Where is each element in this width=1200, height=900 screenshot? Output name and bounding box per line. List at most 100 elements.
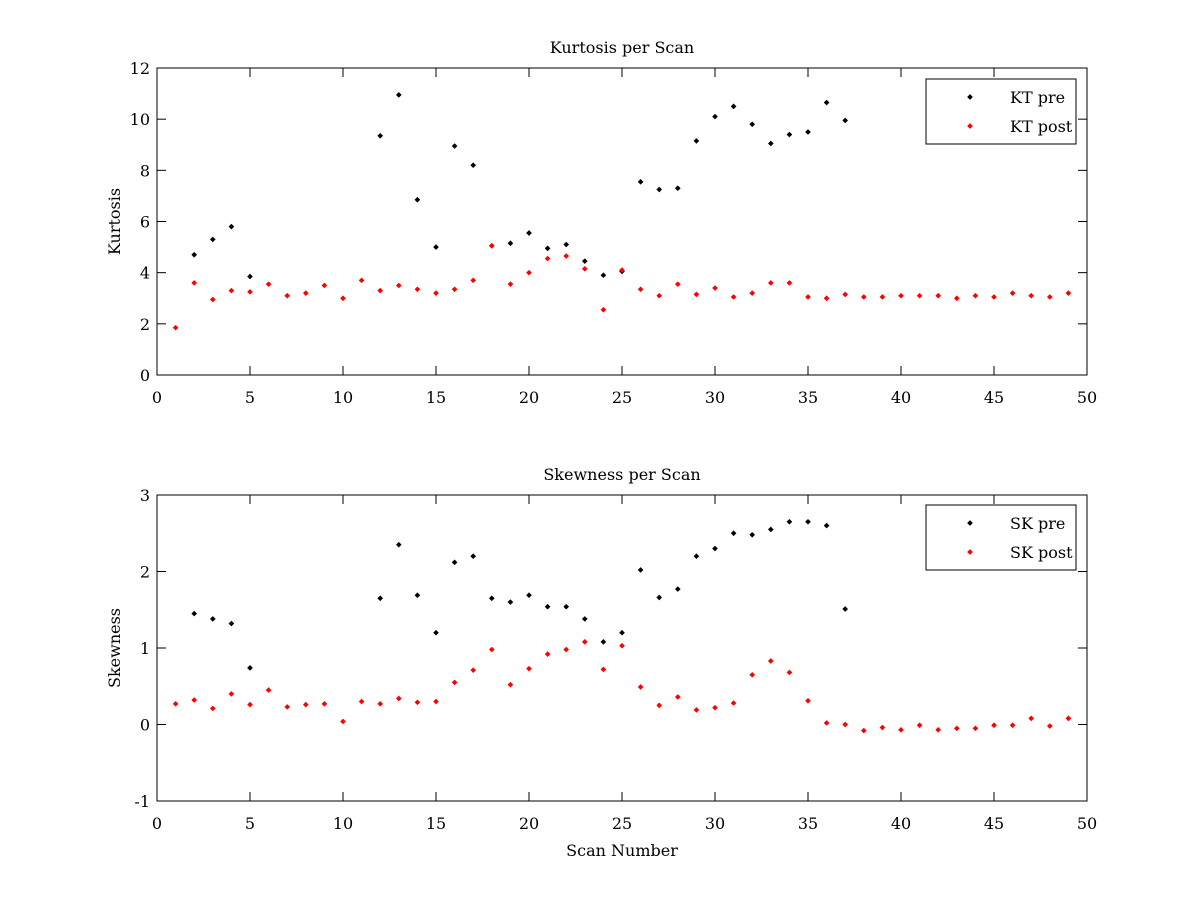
x-tick-label: 25: [612, 388, 632, 407]
data-point: [953, 725, 960, 732]
data-point: [488, 595, 495, 602]
legend-marker: [967, 123, 973, 129]
data-point: [209, 296, 216, 303]
y-axis-label: Kurtosis: [105, 188, 124, 255]
data-point: [395, 282, 402, 289]
data-point: [693, 707, 700, 713]
data-point: [191, 280, 198, 286]
data-point: [563, 241, 570, 248]
data-point: [358, 698, 365, 705]
data-point: [358, 277, 365, 284]
data-point: [674, 281, 681, 288]
data-point: [377, 595, 384, 602]
x-tick-label: 50: [1077, 388, 1097, 407]
chart-title: Kurtosis per Scan: [550, 38, 694, 57]
data-point: [228, 287, 235, 294]
x-tick-label: 35: [798, 388, 818, 407]
data-point: [581, 258, 588, 264]
data-point: [414, 699, 421, 706]
y-tick-label: 0: [140, 366, 150, 385]
x-axis-label: Scan Number: [566, 841, 678, 860]
data-point: [451, 559, 458, 566]
x-tick-label: 5: [245, 814, 255, 833]
data-point: [972, 292, 979, 299]
data-point: [600, 272, 607, 279]
data-point: [433, 290, 439, 296]
data-point: [470, 667, 477, 674]
data-point: [581, 639, 588, 645]
data-point: [340, 295, 346, 302]
data-point: [395, 92, 402, 98]
data-point: [228, 223, 235, 230]
data-point: [823, 720, 830, 726]
y-axis-label: Skewness: [105, 608, 124, 688]
data-point: [879, 294, 886, 300]
data-point: [544, 603, 551, 610]
data-point: [991, 722, 997, 729]
data-point: [563, 646, 570, 653]
y-tick-label: 8: [140, 161, 150, 180]
x-tick-label: 20: [519, 388, 539, 407]
data-point: [805, 129, 811, 135]
data-point: [749, 121, 756, 128]
data-point: [712, 545, 718, 552]
y-tick-label: 3: [140, 486, 150, 505]
x-tick-label: 25: [612, 814, 632, 833]
data-point: [637, 567, 644, 573]
data-point: [563, 603, 570, 610]
data-point: [526, 592, 532, 599]
y-tick-label: 12: [130, 59, 150, 78]
data-point: [377, 287, 384, 294]
data-point: [935, 292, 942, 299]
x-tick-label: 15: [426, 814, 446, 833]
y-tick-label: -1: [134, 792, 150, 811]
x-tick-label: 0: [152, 814, 162, 833]
data-point: [1028, 715, 1035, 722]
data-point: [730, 700, 737, 706]
data-point: [842, 721, 849, 728]
legend-marker: [967, 94, 973, 100]
data-point: [767, 658, 774, 664]
data-point: [600, 666, 607, 673]
x-tick-label: 20: [519, 814, 539, 833]
y-tick-label: 1: [140, 639, 150, 658]
data-point: [953, 295, 960, 302]
data-point: [637, 286, 644, 293]
data-point: [581, 616, 588, 622]
x-tick-label: 45: [984, 814, 1004, 833]
legend-label: KT post: [1010, 117, 1073, 136]
data-point: [488, 242, 495, 249]
data-point: [228, 620, 235, 627]
data-point: [265, 281, 272, 288]
data-point: [712, 285, 718, 291]
data-point: [563, 253, 570, 259]
data-point: [507, 281, 514, 288]
x-tick-label: 15: [426, 388, 446, 407]
series-1: [191, 92, 849, 280]
x-tick-label: 45: [984, 388, 1004, 407]
data-point: [674, 694, 681, 700]
data-point: [470, 553, 477, 560]
legend-label: SK post: [1010, 543, 1073, 562]
data-point: [619, 642, 625, 649]
x-tick-label: 5: [245, 388, 255, 407]
data-point: [433, 244, 439, 250]
data-point: [265, 687, 272, 693]
x-tick-label: 50: [1077, 814, 1097, 833]
series-1: [191, 518, 849, 671]
data-point: [1028, 292, 1035, 299]
data-point: [805, 294, 811, 300]
data-point: [842, 117, 849, 124]
legend-label: SK pre: [1010, 514, 1065, 533]
data-point: [730, 294, 737, 300]
x-tick-label: 10: [333, 388, 353, 407]
data-point: [991, 294, 997, 300]
data-point: [693, 138, 700, 144]
data-point: [674, 185, 681, 192]
data-point: [433, 629, 439, 636]
data-point: [414, 196, 421, 203]
data-point: [730, 103, 737, 110]
data-point: [786, 669, 793, 676]
data-point: [1065, 290, 1072, 296]
